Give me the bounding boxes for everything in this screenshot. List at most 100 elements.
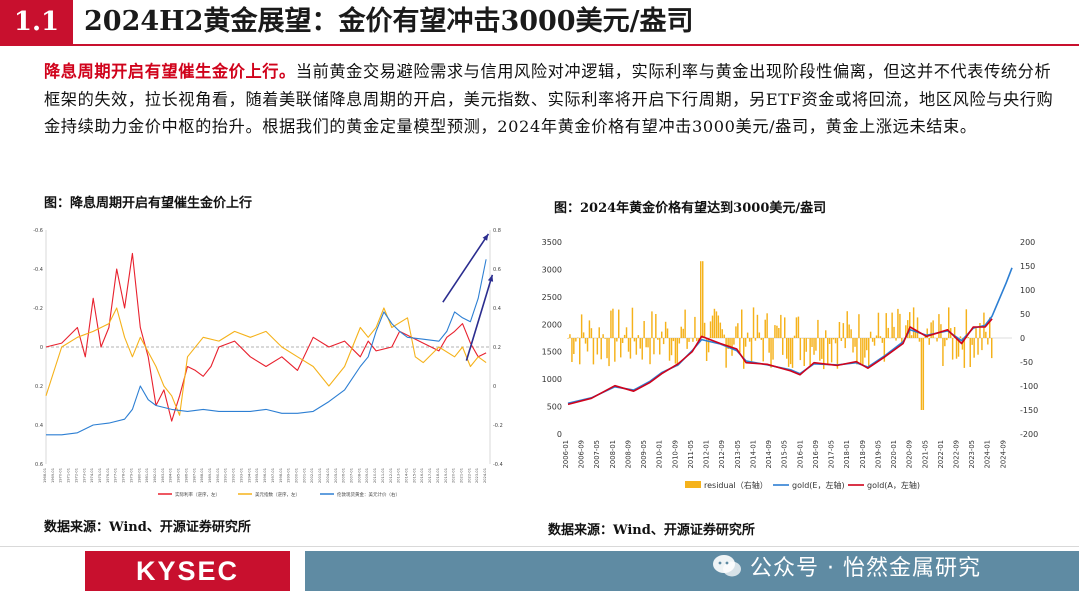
x-tick-label: 1979-01 [129,468,133,483]
x-tick-label: 2006-09 [578,440,586,468]
x-tick-label: 2007-01 [349,468,353,483]
section-number: 1.1 [0,0,73,44]
legend-label: residual（右轴） [704,480,768,490]
residual-bar [637,335,640,338]
x-tick-label: 1992-01 [232,468,236,483]
x-tick-label: 1973-01 [82,468,86,483]
residual-bar [666,328,669,338]
residual-bar [746,332,749,338]
residual-bar [672,338,675,342]
residual-bar [764,319,766,338]
x-tick-label: 2021-01 [459,468,463,483]
left-figure-source: 数据来源：Wind、开源证券研究所 [44,520,251,535]
residual-bar [739,338,741,353]
residual-bar [618,309,620,338]
residual-bar [750,338,753,364]
residual-bar [715,311,718,338]
residual-bar [926,328,928,338]
x-tick-label: 1993-01 [239,468,243,483]
residual-bar [813,338,815,355]
footer-bar [305,551,1079,591]
residual-bar [803,338,805,366]
residual-bar [852,338,854,353]
x-tick-label: 1999-01 [287,468,291,483]
x-tick-label: 2008-01 [357,468,361,483]
right-y-tick-label: 0.6 [493,267,501,273]
x-tick-label: 2022-01 [467,468,471,483]
x-tick-label: 2011-01 [381,468,385,483]
residual-bar [682,328,684,338]
residual-bar [864,338,866,358]
x-tick-label: 1983-01 [161,468,165,483]
residual-bar [600,338,602,360]
x-tick-label: 2015-05 [781,440,789,468]
trend-arrow [465,274,494,361]
residual-bar [930,322,932,338]
residual-bar [688,338,690,342]
left-y-tick-label: 2000 [542,320,562,329]
x-tick-label: 1968-01 [43,468,47,483]
right-y-tick-label: -0.4 [493,462,503,468]
residual-bar [678,338,681,344]
residual-bar [744,338,747,347]
residual-bar [653,338,655,355]
x-tick-label: 2009-05 [640,440,648,468]
left-figure-title: 图：降息周期开启有望催生金价上行 [44,196,253,211]
paragraph-body: 当前黄金交易避险需求与信用风险对冲逻辑，实际利率与黄金出现阶段性偏离，但这并不代… [44,62,1054,136]
residual-bar [827,338,829,364]
residual-bar [754,338,757,341]
x-tick-label: 2024-01 [984,440,992,468]
residual-bar [957,338,960,357]
residual-bar [694,316,696,338]
residual-bar [778,328,780,338]
residual-bar [981,338,983,351]
x-tick-label: 1980-01 [137,468,141,483]
x-tick-label: 2000-01 [294,468,298,483]
right-y-tick-label: 150 [1020,262,1035,271]
residual-bar [569,334,571,338]
residual-bar [676,338,679,367]
residual-bar [776,325,778,338]
residual-bar [965,309,968,338]
legend-label: 实际利率（逆序，左） [175,491,220,498]
residual-bar [686,338,688,349]
residual-bar [616,338,618,342]
residual-bar [868,338,870,368]
x-tick-label: 2016-09 [812,440,820,468]
x-tick-label: 2008-09 [624,440,632,468]
residual-bar [713,308,716,338]
residual-bar [651,311,653,338]
left-y-tick-label: 0.6 [35,462,43,468]
x-tick-label: 1986-01 [184,468,188,483]
kysec-logo: KYSEC [85,551,290,591]
residual-bar [946,338,948,341]
residual-bar [860,338,862,364]
residual-bar [797,316,800,338]
residual-bar [702,261,704,338]
residual-bar [987,338,989,345]
right-figure-title: 图：2024年黄金价格有望达到3000美元/盎司 [554,201,827,216]
residual-bar [696,338,698,342]
x-tick-label: 1995-01 [255,468,259,483]
x-tick-label: 2007-05 [593,440,601,468]
residual-bar [985,331,987,338]
slide-header: 1.1 2024H2黄金展望：金价有望冲击3000美元/盎司 [0,0,1079,44]
residual-bar [963,338,966,368]
residual-bar [668,338,671,361]
residual-bar [887,327,889,338]
residual-bar [869,331,872,338]
residual-bar [620,338,622,358]
legend-label: 美元指数（逆序，左） [255,491,300,498]
residual-bar [920,338,923,410]
residual-bar [614,338,616,362]
residual-bar [748,338,751,342]
right-y-tick-label: 0.8 [493,228,501,234]
residual-bar [623,334,626,338]
residual-bar [657,338,659,340]
arrow-head-icon [482,233,489,241]
left-chart: -0.6 -0.4 -0.2 0 0.2 0.4 0.6 0.8 0.6 0.4 0.2 0 -0.2 -… [33,228,503,498]
residual-bar [807,338,809,339]
left-y-tick-label: 3500 [542,238,562,247]
residual-bar [703,322,706,338]
residual-bar [661,331,663,338]
